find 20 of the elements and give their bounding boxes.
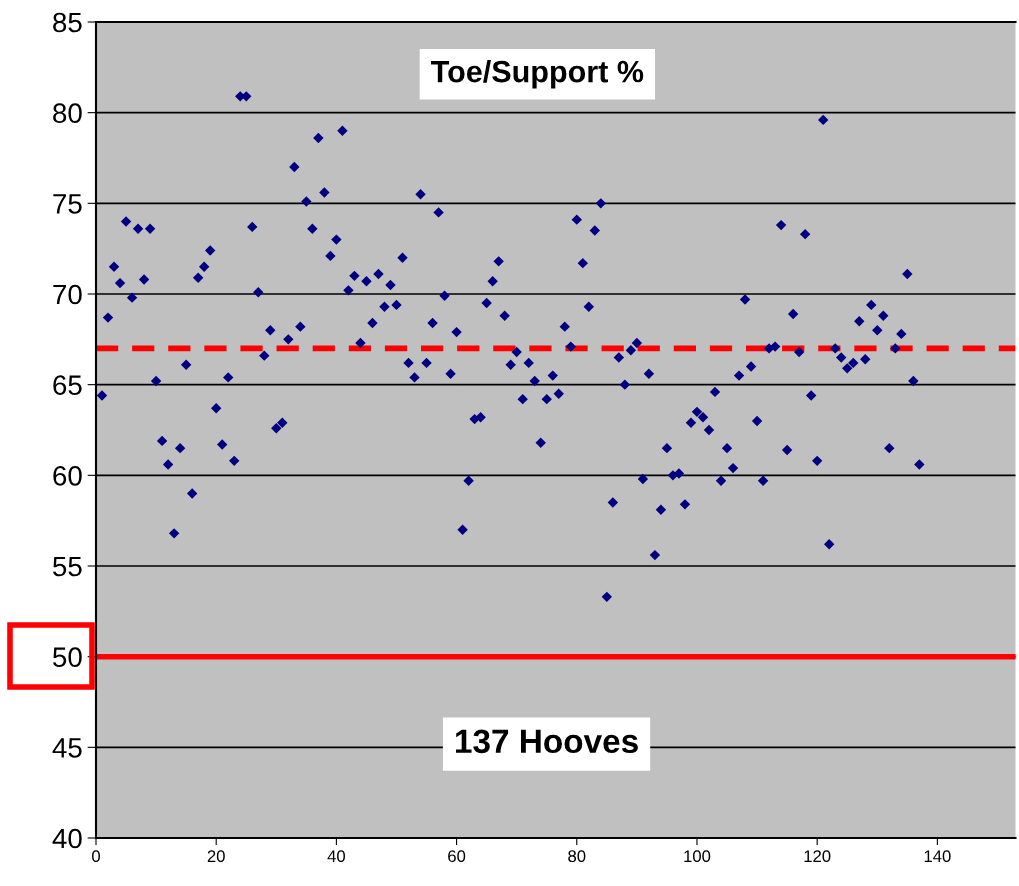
y-tick-label: 80 xyxy=(53,103,82,124)
x-tick-label: 100 xyxy=(684,850,711,863)
y-tick-label: 40 xyxy=(52,828,82,849)
y-tick-label: 75 xyxy=(53,194,82,214)
x-tick-label: 40 xyxy=(327,850,346,863)
y-tick-label: 70 xyxy=(53,284,82,305)
annotation: 137 Hooves xyxy=(456,729,638,754)
x-tick-label: 120 xyxy=(804,850,831,863)
y-tick-label: 50 xyxy=(53,647,82,668)
y-tick-label: 65 xyxy=(53,375,82,396)
y-tick-label: 45 xyxy=(52,738,82,758)
x-tick-label: 0 xyxy=(92,850,100,863)
annotation: Toe/Support % xyxy=(431,59,644,89)
y-tick-label: 55 xyxy=(53,556,82,577)
y-tick-label: 85 xyxy=(53,12,82,33)
x-tick-label: 80 xyxy=(568,850,586,863)
x-tick-label: 20 xyxy=(207,850,225,863)
x-tick-label: 140 xyxy=(924,850,951,863)
x-tick-label: 60 xyxy=(448,850,466,863)
y-tick-label: 60 xyxy=(53,466,82,486)
